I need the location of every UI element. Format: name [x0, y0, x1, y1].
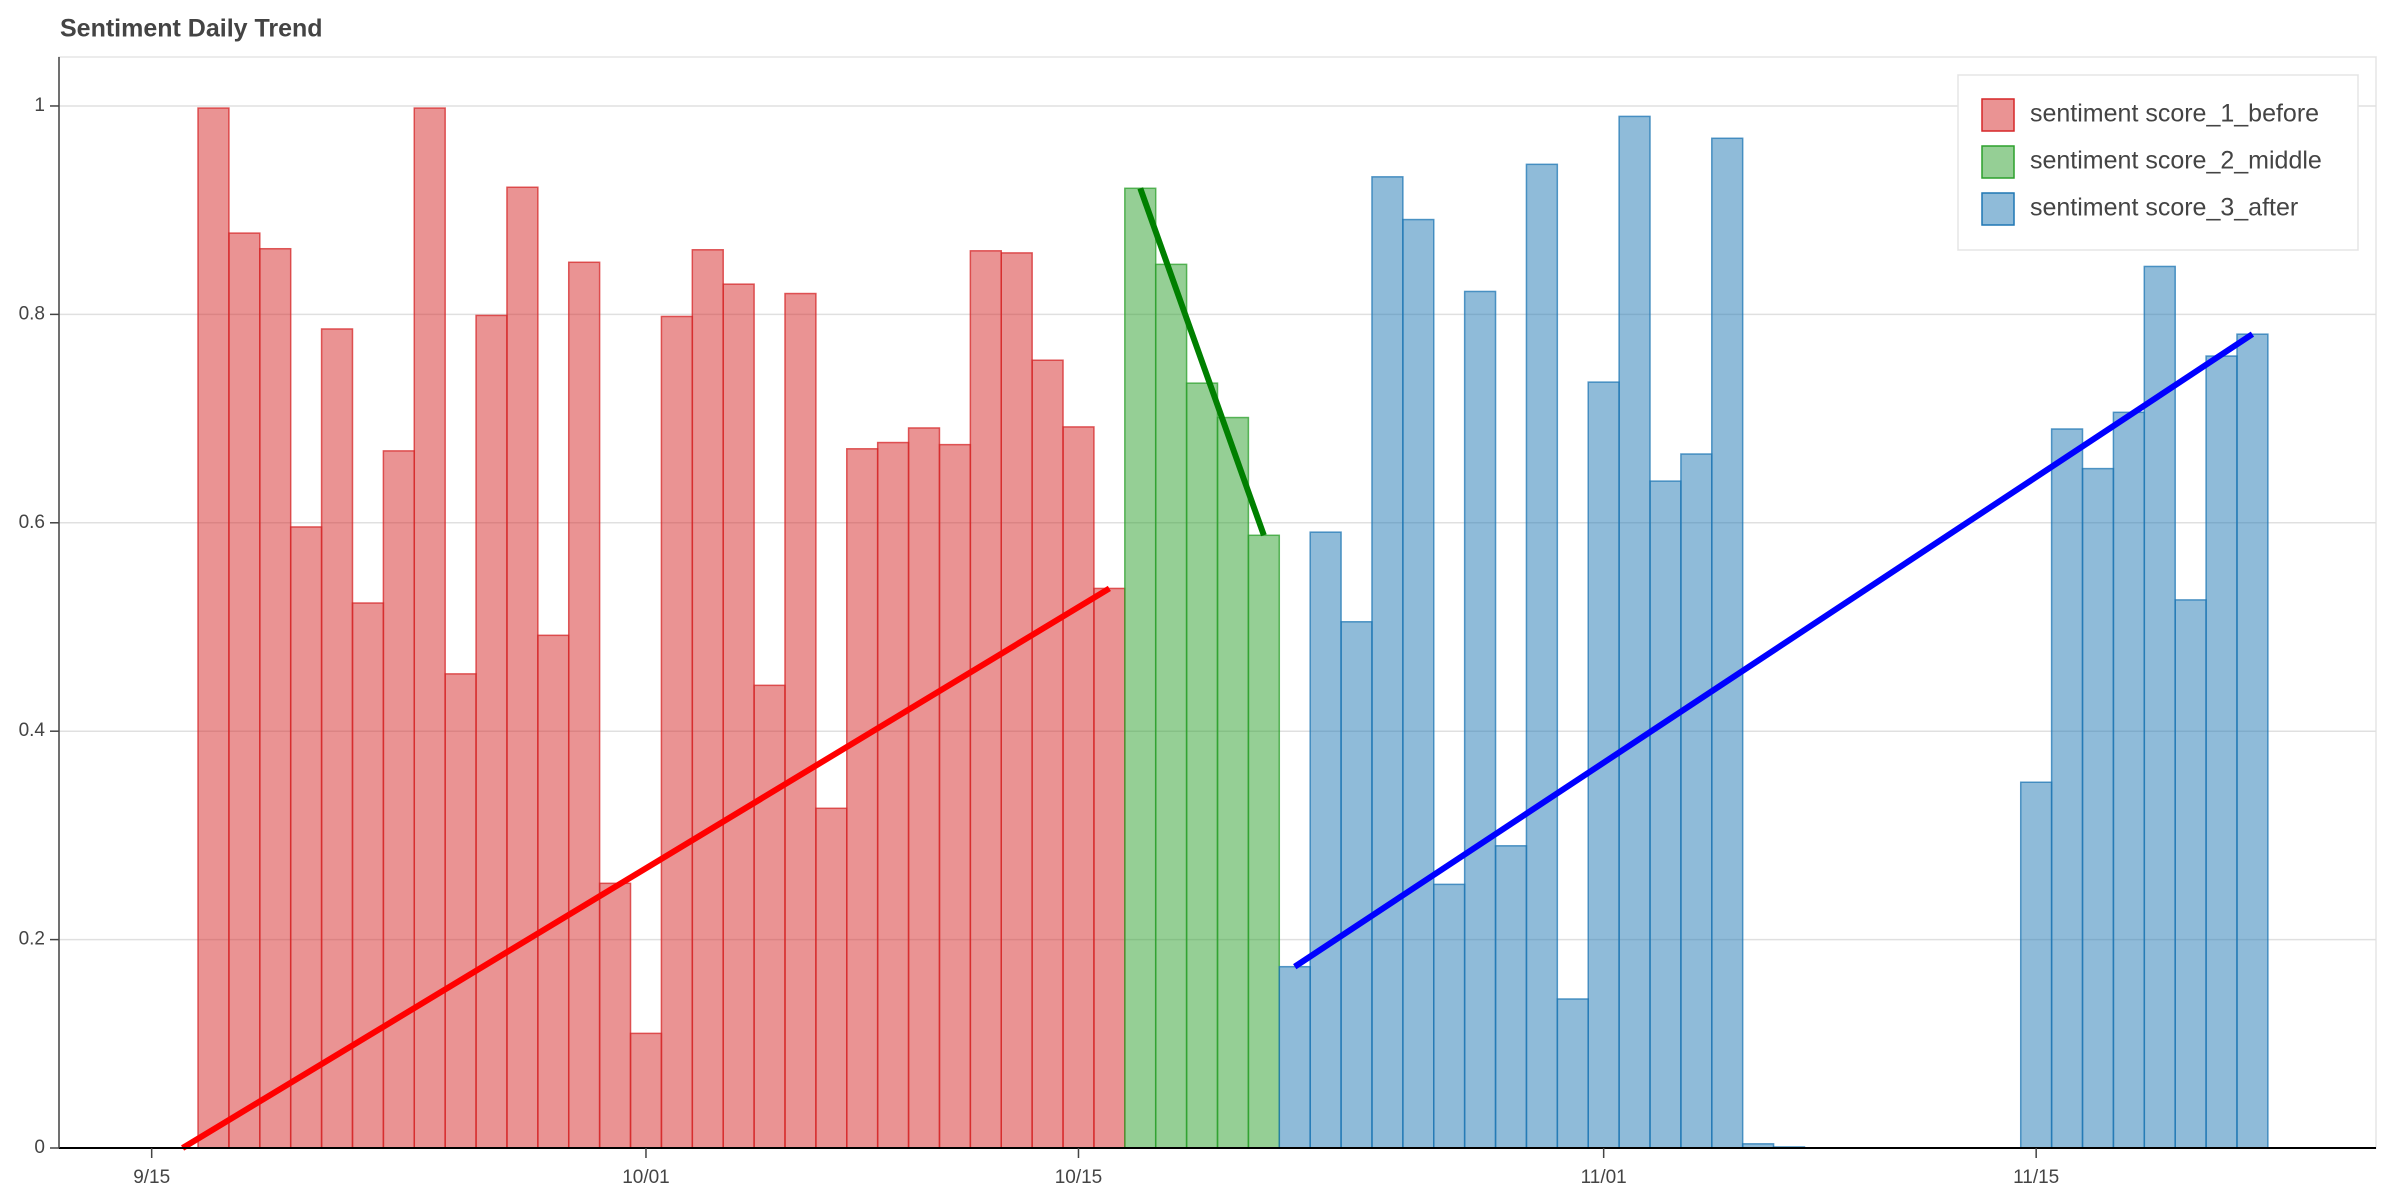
bar: [1618, 115, 1651, 1149]
bar: [1154, 263, 1188, 1149]
legend-swatch: [1981, 192, 2015, 226]
bar: [876, 441, 910, 1149]
bar: [1649, 480, 1682, 1149]
bar: [506, 186, 539, 1149]
legend-box: [1957, 74, 2359, 251]
legend-label: sentiment score_2_middle: [2030, 147, 2322, 175]
bar: [1433, 883, 1466, 1149]
bar: [1124, 187, 1157, 1149]
bar: [1371, 176, 1404, 1149]
legend-label: sentiment score_3_after: [2030, 194, 2298, 222]
bar: [1340, 621, 1373, 1149]
bar: [598, 882, 632, 1149]
bar: [1680, 453, 1713, 1149]
bar: [320, 328, 354, 1149]
legend-swatch: [1981, 98, 2015, 132]
bar: [1278, 965, 1311, 1149]
bar: [1185, 382, 1219, 1149]
bar: [1556, 998, 1589, 1149]
bar: [259, 247, 292, 1149]
x-tick-label: 11/01: [1581, 1167, 1627, 1188]
trend-line: [1293, 331, 2255, 970]
chart-title: Sentiment Daily Trend: [60, 15, 323, 43]
bar: [1062, 426, 1095, 1149]
bar: [784, 292, 817, 1149]
bar: [2050, 428, 2084, 1149]
y-tick-label: 1: [34, 95, 45, 116]
bar: [2236, 333, 2269, 1149]
bar: [537, 634, 570, 1149]
bar: [969, 250, 1002, 1149]
bar: [1463, 290, 1497, 1149]
x-tick-label: 9/15: [133, 1167, 170, 1188]
x-tick-label: 10/15: [1055, 1167, 1103, 1188]
legend-swatch: [1981, 145, 2015, 179]
bar: [197, 107, 230, 1149]
bar: [722, 283, 755, 1149]
bar: [1247, 534, 1281, 1149]
bar: [289, 526, 323, 1149]
bar: [1494, 845, 1528, 1149]
bar: [691, 249, 724, 1149]
x-tick-label: 11/15: [2013, 1167, 2059, 1188]
bar: [660, 315, 694, 1149]
bar: [2081, 467, 2115, 1149]
x-tick-label: 10/01: [622, 1167, 670, 1188]
y-tick-label: 0.2: [19, 929, 45, 950]
bar: [1711, 137, 1744, 1149]
bar: [2112, 411, 2146, 1149]
legend: sentiment score_1_before sentiment score_…: [1957, 74, 2359, 251]
bar: [938, 443, 972, 1149]
y-tick-label: 0: [34, 1137, 45, 1158]
bar: [1093, 587, 1126, 1149]
bar: [228, 232, 261, 1149]
bar: [1309, 531, 1342, 1149]
bar: [846, 448, 879, 1149]
bar: [2174, 599, 2207, 1149]
bar: [907, 427, 941, 1149]
bar: [1031, 359, 1064, 1149]
bar: [382, 450, 416, 1149]
bar: [1000, 252, 1033, 1149]
bar: [1525, 163, 1559, 1149]
bar: [2019, 781, 2053, 1149]
y-tick-label: 0.8: [19, 303, 45, 324]
legend-label: sentiment score_1_before: [2030, 100, 2319, 128]
bar: [1216, 416, 1250, 1149]
bar: [444, 673, 477, 1149]
bar: [567, 261, 601, 1149]
bar: [753, 684, 786, 1149]
trend-line: [181, 585, 1111, 1151]
bar: [1402, 218, 1435, 1149]
y-tick-label: 0.6: [19, 512, 45, 533]
bar: [475, 314, 508, 1149]
bar: [2205, 355, 2238, 1149]
bar: [815, 807, 848, 1149]
bar: [351, 602, 385, 1149]
y-tick-label: 0.4: [19, 720, 46, 741]
trend-line: [1137, 187, 1267, 537]
bar: [629, 1032, 663, 1149]
